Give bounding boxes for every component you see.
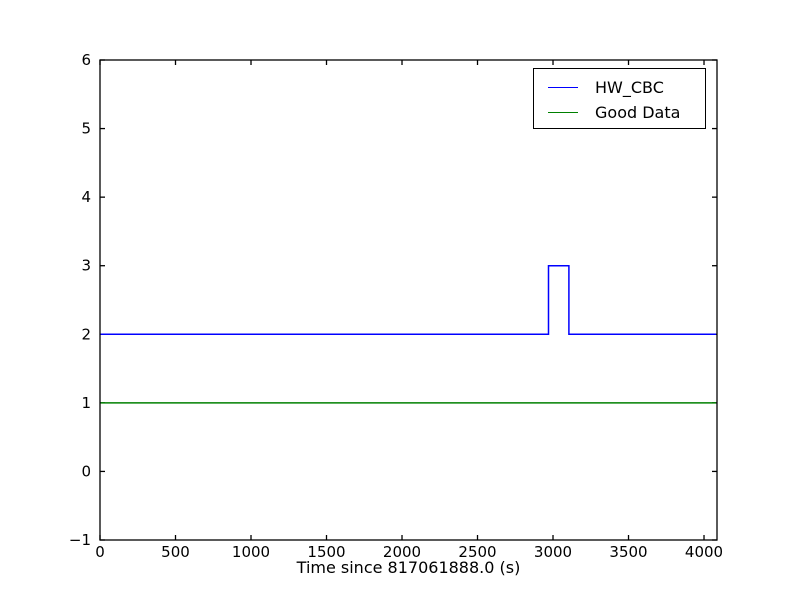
y-tick-label: 1 [81,394,91,412]
y-tick-label: 6 [81,51,91,69]
series-line-hw-cbc [100,264,717,336]
legend-label: Good Data [595,102,681,122]
legend: HW_CBC Good Data [533,68,706,129]
legend-item: HW_CBC [534,75,705,99]
series-lines-layer [100,264,717,404]
x-tick-label: 2500 [458,543,496,561]
y-tick-label: 0 [81,462,91,480]
x-tick-label: 3000 [534,543,572,561]
x-tick-label: 0 [95,543,105,561]
x-tick-label: 500 [161,543,190,561]
x-tick-label: 4000 [685,543,723,561]
legend-label: HW_CBC [595,77,664,97]
y-tick-label: 3 [81,257,91,275]
y-tick-label: 4 [81,188,91,206]
axis-ticks-layer [99,59,717,541]
x-tick-label: 1500 [307,543,345,561]
legend-item: Good Data [534,100,705,124]
y-tick-label: 2 [81,325,91,343]
x-tick-label: 3500 [609,543,647,561]
plot-border [99,59,718,541]
legend-line-sample-hw-cbc [548,86,578,88]
x-tick-label: 1000 [232,543,270,561]
x-tick-label: 2000 [383,543,421,561]
tick-labels-layer: 0 500 1000 1500 2000 2500 3000 3500 4000−1012345… [69,51,723,561]
x-axis-label: Time since 817061888.0 (s) [296,558,521,577]
legend-line-sample-good-data [548,111,578,113]
y-tick-label: 5 [81,120,91,138]
y-tick-label: −1 [69,531,91,549]
